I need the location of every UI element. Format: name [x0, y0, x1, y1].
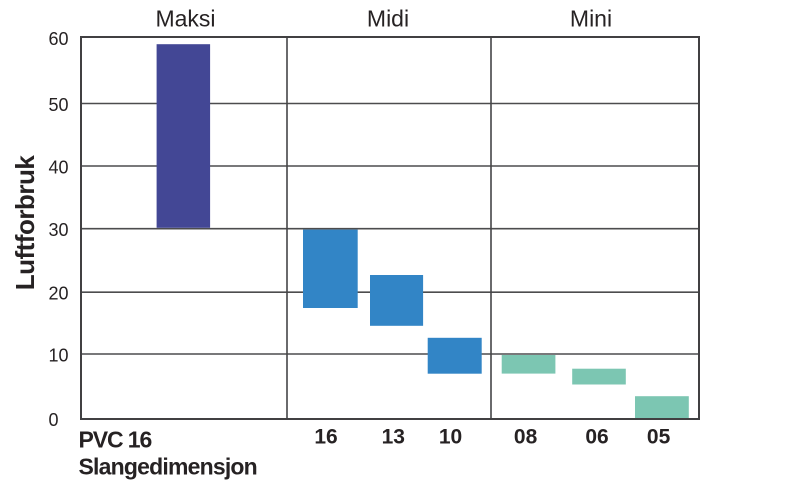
svg-text:20: 20	[49, 284, 69, 304]
svg-text:16: 16	[314, 426, 337, 449]
svg-text:08: 08	[514, 426, 538, 449]
svg-text:05: 05	[647, 426, 671, 449]
svg-text:PVC 16: PVC 16	[79, 427, 152, 453]
svg-text:40: 40	[49, 157, 69, 177]
svg-text:Luftforbruk: Luftforbruk	[10, 155, 40, 291]
svg-text:Maksi: Maksi	[155, 6, 215, 32]
svg-text:60: 60	[49, 29, 69, 49]
svg-text:10: 10	[439, 426, 462, 449]
svg-text:13: 13	[382, 426, 405, 449]
svg-text:06: 06	[585, 426, 608, 449]
svg-text:30: 30	[49, 220, 69, 240]
svg-text:10: 10	[49, 345, 69, 365]
svg-text:Mini: Mini	[570, 6, 612, 32]
svg-text:Midi: Midi	[367, 6, 409, 32]
svg-text:Slangedimensjon: Slangedimensjon	[79, 454, 257, 480]
svg-text:50: 50	[49, 95, 69, 115]
svg-text:0: 0	[49, 410, 59, 430]
